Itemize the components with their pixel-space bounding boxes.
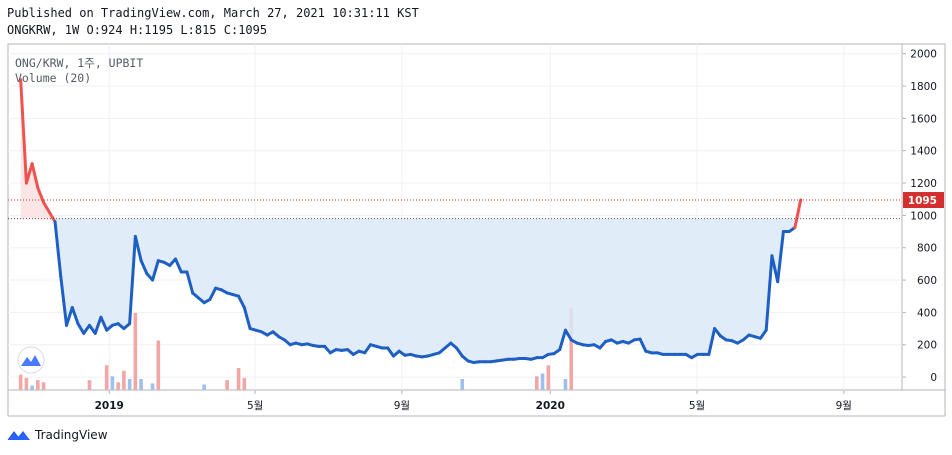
price-line-segment <box>242 306 252 331</box>
volume-bar-up <box>535 376 539 390</box>
price-area-fill <box>20 218 801 363</box>
volume-bar-up <box>41 382 46 390</box>
price-line-segment <box>185 270 195 295</box>
y-tick-label: 400 <box>917 307 937 319</box>
x-tick-label: 9월 <box>394 400 410 412</box>
volume-bar-down <box>150 383 155 390</box>
volume-bar-up <box>122 370 126 390</box>
volume-bar-down <box>110 376 115 390</box>
y-tick-label: 1200 <box>910 178 937 190</box>
price-line-segment <box>558 328 567 352</box>
x-tick-label: 2020 <box>536 400 565 412</box>
tradingview-badge-icon <box>17 346 45 374</box>
volume-bar-down <box>127 379 132 390</box>
price-line-segment <box>59 275 69 327</box>
volume-bar-up <box>546 365 551 390</box>
volume-bar-up <box>24 377 29 390</box>
y-tick-label: 0 <box>930 372 937 384</box>
price-line-segment <box>363 343 372 355</box>
y-tick-label: 200 <box>917 340 937 352</box>
price-line-segment <box>237 294 246 310</box>
price-line-segment <box>764 254 774 332</box>
price-line-segment <box>47 210 57 224</box>
price-line-segment <box>386 346 395 358</box>
legend-symbol: ONG/KRW, 1주, UPBIT <box>15 56 143 70</box>
y-tick-label: 1600 <box>910 113 937 125</box>
volume-bar-up <box>236 368 241 390</box>
volume-bar-up <box>242 377 247 390</box>
y-tick-label: 800 <box>917 243 937 255</box>
volume-bar-up <box>36 380 40 390</box>
price-line-segment <box>758 328 768 340</box>
volume-bar-down <box>139 379 143 390</box>
volume-bar-up <box>156 340 161 390</box>
volume-bar-up <box>569 307 574 390</box>
price-line-segment <box>30 162 40 190</box>
price-line-segment <box>99 315 109 332</box>
price-line-segment <box>19 78 28 185</box>
x-tick-label: 9월 <box>836 400 852 412</box>
tradingview-brand[interactable]: TradingView <box>7 428 108 442</box>
volume-bar-down <box>30 385 34 390</box>
volume-bar-up <box>133 313 138 390</box>
price-line-segment <box>707 327 717 356</box>
volume-bar-down <box>460 379 465 390</box>
price-line-segment <box>563 328 573 342</box>
price-line-segment <box>638 337 648 353</box>
published-line: Published on TradingView.com, March 27, … <box>7 6 419 20</box>
price-line-segment <box>151 259 160 282</box>
brand-label: TradingView <box>35 428 108 442</box>
price-line-segment <box>776 230 785 284</box>
price-line-segment <box>36 186 46 204</box>
y-tick-label: 2000 <box>910 49 937 61</box>
last-price-badge <box>903 192 944 209</box>
price-line-segment <box>93 315 103 335</box>
volume-bar-up <box>104 365 109 390</box>
legend-volume: Volume (20) <box>15 71 91 85</box>
x-tick-label: 5월 <box>247 400 263 412</box>
volume-bar-down <box>540 373 545 390</box>
volume-bar-down <box>563 379 568 390</box>
price-line-segment <box>76 322 86 335</box>
volume-bar-up <box>87 380 92 390</box>
price-line-segment <box>82 323 91 335</box>
volume-bar-up <box>225 380 229 390</box>
x-tick-label: 5월 <box>689 400 705 412</box>
price-line-segment <box>65 306 74 327</box>
y-tick-label: 600 <box>917 275 937 287</box>
price-line-segment <box>42 200 51 214</box>
price-line-segment <box>133 234 143 263</box>
price-line-segment <box>70 306 80 326</box>
y-tick-label: 1400 <box>910 146 937 158</box>
price-line-segment <box>53 220 63 279</box>
y-tick-label: 1000 <box>910 210 937 222</box>
tradingview-logo-icon <box>7 431 30 441</box>
y-tick-label: 1800 <box>910 81 937 93</box>
volume-bar-up <box>18 374 23 390</box>
last-price-label: 1095 <box>908 195 937 207</box>
price-line-segment <box>713 327 722 338</box>
price-line-segment <box>793 198 803 230</box>
price-line-segment <box>24 162 34 185</box>
volume-bar-down <box>202 384 206 390</box>
price-line-segment <box>139 259 149 276</box>
price-line-segment <box>128 234 137 326</box>
price-line-segment <box>208 286 218 301</box>
volume-bar-up <box>116 382 120 390</box>
x-tick-label: 2019 <box>95 400 124 412</box>
price-line-segment <box>173 257 183 274</box>
price-line-segment <box>455 346 464 358</box>
symbol-ohlc-line: ONGKRW, 1W O:924 H:1195 L:815 C:1095 <box>7 23 268 37</box>
